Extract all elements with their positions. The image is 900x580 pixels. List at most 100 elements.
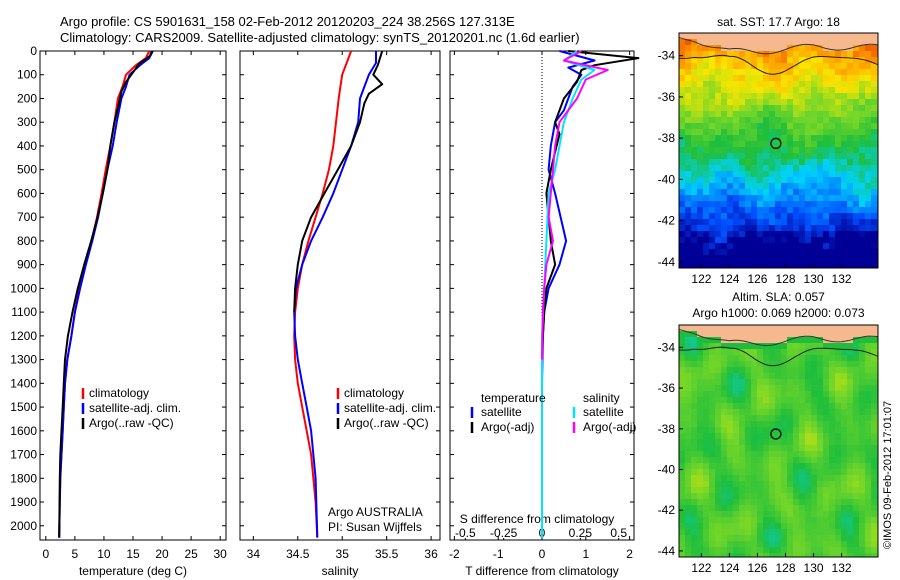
- map-cell: [763, 201, 769, 207]
- map-cell: [715, 391, 721, 397]
- map-cell: [769, 207, 775, 213]
- map-cell: [811, 159, 817, 165]
- x-tick-label: 130: [804, 561, 824, 575]
- map-cell: [787, 391, 793, 397]
- map-cell: [721, 553, 727, 557]
- map-cell: [853, 183, 859, 189]
- map-cell: [715, 355, 721, 361]
- map-cell: [709, 493, 715, 499]
- map-cell: [871, 159, 877, 165]
- map-cell: [841, 343, 847, 349]
- map-cell: [841, 337, 847, 343]
- map-cell: [811, 391, 817, 397]
- map-cell: [871, 231, 877, 237]
- map-cell: [859, 415, 865, 421]
- x-tick-label: -1: [493, 547, 504, 561]
- map-cell: [691, 231, 697, 237]
- x2-tick-label: -0.25: [490, 526, 518, 540]
- map-cell: [865, 391, 871, 397]
- map-cell: [709, 165, 715, 171]
- map-cell: [763, 523, 769, 529]
- map-cell: [787, 213, 793, 219]
- map-cell: [697, 159, 703, 165]
- map-cell: [709, 403, 715, 409]
- map-cell: [691, 69, 697, 75]
- map-cell: [799, 87, 805, 93]
- map-cell: [829, 433, 835, 439]
- map-cell: [823, 201, 829, 207]
- map-cell: [859, 493, 865, 499]
- map-cell: [859, 547, 865, 553]
- shelf-contour: [678, 54, 879, 75]
- map-cell: [697, 99, 703, 105]
- map-cell: [781, 237, 787, 243]
- map-cell: [709, 529, 715, 535]
- series-line-4: [541, 50, 609, 360]
- map-cell: [691, 117, 697, 123]
- map-cell: [739, 355, 745, 361]
- map-cell: [709, 255, 715, 261]
- map-cell: [847, 511, 853, 517]
- map-cell: [727, 511, 733, 517]
- x-tick-label: 34: [247, 547, 261, 561]
- map-cell: [763, 409, 769, 415]
- map-cell: [787, 177, 793, 183]
- map-cell: [751, 75, 757, 81]
- map-cell: [679, 343, 685, 349]
- map-cell: [871, 457, 877, 463]
- map-cell: [751, 517, 757, 523]
- map-cell: [811, 153, 817, 159]
- map-cell: [745, 505, 751, 511]
- map-cell: [679, 433, 685, 439]
- series-line-3: [58, 50, 154, 538]
- map-cell: [769, 171, 775, 177]
- map-cell: [697, 475, 703, 481]
- map-cell: [757, 159, 763, 165]
- map-cell: [751, 385, 757, 391]
- map-cell: [679, 547, 685, 553]
- map-cell: [703, 129, 709, 135]
- map-cell: [769, 499, 775, 505]
- map-cell: [757, 373, 763, 379]
- map-cell: [817, 487, 823, 493]
- map-cell: [847, 201, 853, 207]
- map-cell: [871, 147, 877, 153]
- map-cell: [763, 439, 769, 445]
- map-cell: [739, 457, 745, 463]
- map-cell: [709, 225, 715, 231]
- map-cell: [685, 87, 691, 93]
- map-cell: [685, 63, 691, 69]
- map-cell: [721, 261, 727, 267]
- map-cell: [745, 255, 751, 261]
- map-cell: [733, 349, 739, 355]
- map-cell: [829, 153, 835, 159]
- map-cell: [829, 207, 835, 213]
- map-cell: [817, 243, 823, 249]
- map-cell: [757, 141, 763, 147]
- map-cell: [841, 331, 847, 337]
- map-cell: [787, 349, 793, 355]
- map-cell: [841, 177, 847, 183]
- map-cell: [811, 39, 817, 45]
- map-cell: [853, 207, 859, 213]
- map-cell: [697, 343, 703, 349]
- map-cell: [775, 39, 781, 45]
- map-cell: [805, 99, 811, 105]
- map-cell: [787, 249, 793, 255]
- y-tick-label: 1700: [10, 448, 37, 462]
- map-cell: [799, 415, 805, 421]
- map-cell: [685, 379, 691, 385]
- map-cell: [709, 141, 715, 147]
- map-cell: [793, 183, 799, 189]
- map-cell: [685, 427, 691, 433]
- map-cell: [733, 135, 739, 141]
- map-cell: [835, 129, 841, 135]
- map-cell: [787, 81, 793, 87]
- map-cell: [799, 165, 805, 171]
- map-cell: [787, 355, 793, 361]
- map-cell: [775, 207, 781, 213]
- map-cell: [727, 409, 733, 415]
- map-cell: [733, 39, 739, 45]
- map-cell: [685, 475, 691, 481]
- map-cell: [859, 147, 865, 153]
